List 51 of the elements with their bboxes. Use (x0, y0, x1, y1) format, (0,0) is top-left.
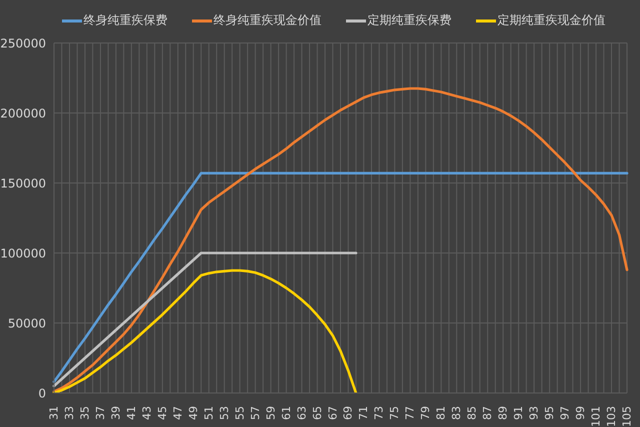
x-tick-label: 57 (248, 406, 262, 420)
y-tick-label: 100000 (0, 246, 46, 260)
x-tick-label: 53 (218, 406, 231, 420)
x-tick-label: 97 (558, 406, 572, 420)
x-tick-label: 71 (357, 406, 370, 420)
x-tick-label: 39 (109, 406, 122, 420)
x-tick-label: 85 (466, 406, 479, 420)
x-tick-label: 93 (528, 406, 541, 420)
x-tick-label: 69 (342, 406, 355, 420)
legend-label: 定期纯重疾保费 (368, 12, 452, 29)
x-tick-label: 47 (171, 406, 184, 420)
x-tick-label: 87 (481, 406, 494, 420)
x-tick-label: 79 (419, 406, 432, 420)
y-tick-label: 250000 (0, 36, 46, 50)
x-tick-label: 41 (124, 406, 138, 420)
x-tick-label: 43 (140, 406, 154, 420)
line-series (52, 269, 358, 393)
x-tick-label: 45 (156, 406, 169, 420)
x-tick-label: 37 (94, 406, 107, 420)
y-tick-label: 200000 (0, 106, 46, 120)
x-tick-label: 101 (590, 406, 603, 427)
x-tick-label: 65 (310, 406, 324, 420)
x-tick-label: 35 (78, 406, 92, 420)
x-tick-label: 95 (543, 406, 556, 420)
legend-label: 终身纯重疾现金价值 (214, 12, 322, 29)
x-tick-label: 73 (372, 406, 386, 420)
line-series (52, 172, 628, 384)
x-tick-label: 89 (496, 406, 510, 420)
x-tick-label: 99 (574, 406, 588, 420)
x-tick-label: 67 (326, 406, 340, 420)
x-tick-label: 77 (404, 406, 417, 420)
x-tick-label: 91 (512, 406, 526, 420)
legend-label: 定期纯重疾现金价值 (498, 12, 606, 29)
x-tick-label: 61 (280, 406, 293, 420)
x-tick-label: 51 (202, 406, 216, 420)
y-tick-label: 50000 (8, 316, 46, 330)
x-tick-label: 103 (605, 406, 618, 427)
x-tick-label: 49 (186, 406, 200, 420)
x-tick-label: 55 (233, 406, 246, 420)
y-tick-label: 0 (38, 386, 46, 400)
x-tick-label: 31 (48, 406, 60, 420)
x-tick-label: 105 (620, 406, 634, 427)
x-tick-label: 75 (388, 406, 402, 420)
x-tick-label: 81 (434, 406, 448, 420)
y-tick-label: 150000 (0, 176, 46, 190)
x-tick-label: 33 (62, 406, 76, 420)
legend-label: 终身纯重疾保费 (84, 12, 168, 29)
line-series (52, 252, 358, 388)
x-tick-label: 83 (450, 406, 464, 420)
x-tick-label: 63 (295, 406, 308, 420)
x-tick-label: 59 (264, 406, 278, 420)
